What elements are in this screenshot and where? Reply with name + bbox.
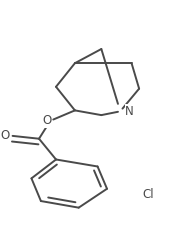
- Text: O: O: [0, 129, 10, 142]
- Text: N: N: [125, 105, 134, 118]
- Text: Cl: Cl: [143, 188, 154, 201]
- Text: O: O: [42, 114, 51, 127]
